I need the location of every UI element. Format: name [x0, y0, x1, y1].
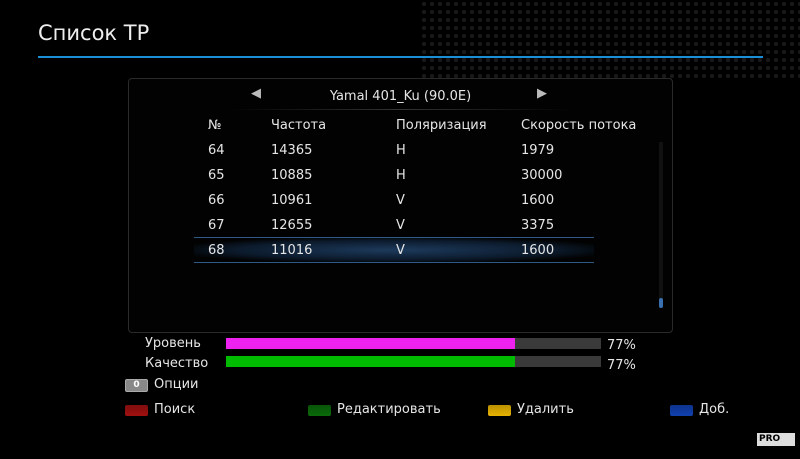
quality-value: 77% [607, 358, 636, 373]
prev-satellite-icon[interactable]: ◀ [251, 86, 261, 101]
row-polarization: V [396, 193, 405, 208]
row-frequency: 11016 [271, 243, 313, 258]
level-bar [226, 338, 601, 349]
background-pattern [420, 0, 800, 80]
quality-bar [226, 356, 601, 367]
title-divider [38, 56, 763, 58]
page-title: Список ТР [38, 21, 150, 45]
row-frequency: 10885 [271, 168, 313, 183]
column-symbol-rate: Скорость потока [521, 118, 637, 133]
row-symbol-rate: 3375 [521, 218, 555, 233]
options-key-icon[interactable]: 0 [125, 379, 148, 392]
row-symbol-rate: 1600 [521, 193, 555, 208]
quality-bar-fill [226, 356, 515, 367]
row-frequency: 10961 [271, 193, 313, 208]
scrollbar-thumb[interactable] [659, 298, 663, 308]
satellite-name[interactable]: Yamal 401_Ku (90.0E) [329, 89, 472, 104]
row-polarization: H [396, 143, 406, 158]
row-frequency: 14365 [271, 143, 313, 158]
level-bar-fill [226, 338, 515, 349]
header-divider [229, 109, 572, 110]
column-frequency: Частота [271, 118, 327, 133]
row-number: 68 [208, 243, 225, 258]
quality-label: Качество [145, 356, 209, 371]
add-key-label[interactable]: Доб. [699, 402, 730, 417]
row-symbol-rate: 30000 [521, 168, 563, 183]
scrollbar[interactable] [659, 142, 663, 308]
delete-key-label[interactable]: Удалить [517, 402, 574, 417]
level-value: 77% [607, 338, 636, 353]
row-frequency: 12655 [271, 218, 313, 233]
search-key-label[interactable]: Поиск [154, 402, 196, 417]
row-number: 65 [208, 168, 225, 183]
row-polarization: V [396, 218, 405, 233]
search-color-key-icon[interactable] [125, 405, 148, 416]
selected-row-highlight [194, 237, 594, 263]
delete-color-key-icon[interactable] [488, 405, 511, 416]
row-polarization: H [396, 168, 406, 183]
row-number: 66 [208, 193, 225, 208]
row-number: 67 [208, 218, 225, 233]
column-polarization: Поляризация [396, 118, 487, 133]
edit-color-key-icon[interactable] [308, 405, 331, 416]
next-satellite-icon[interactable]: ▶ [537, 86, 547, 101]
options-label[interactable]: Опции [154, 377, 199, 392]
row-symbol-rate: 1979 [521, 143, 555, 158]
row-symbol-rate: 1600 [521, 243, 555, 258]
row-number: 64 [208, 143, 225, 158]
row-polarization: V [396, 243, 405, 258]
edit-key-label[interactable]: Редактировать [337, 402, 441, 417]
add-color-key-icon[interactable] [670, 405, 693, 416]
watermark-logo: PRO TV [757, 433, 795, 457]
level-label: Уровень [145, 336, 201, 351]
transponder-panel: ◀ Yamal 401_Ku (90.0E) ▶ № Частота Поляр… [128, 78, 673, 333]
column-number: № [208, 118, 222, 133]
